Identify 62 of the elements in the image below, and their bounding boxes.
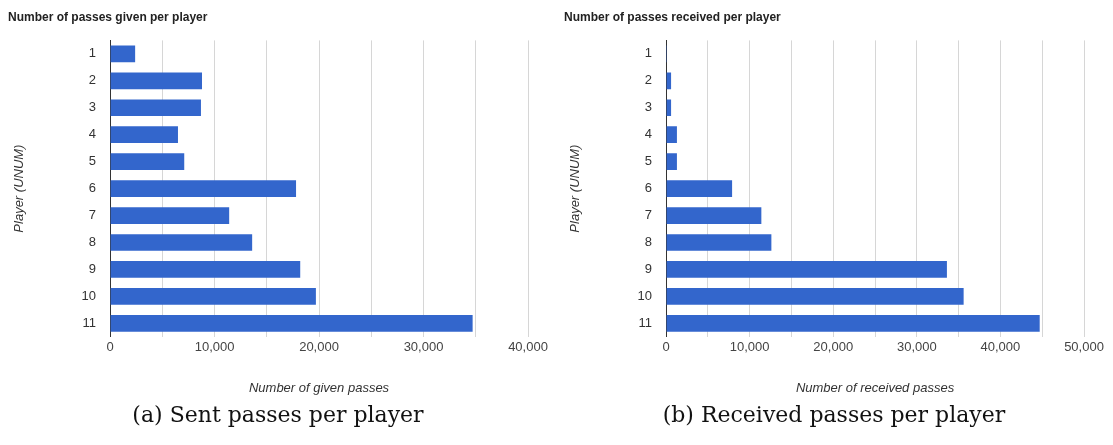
- y-tick-label: 6: [88, 180, 97, 196]
- y-tick-label: 9: [88, 261, 97, 277]
- y-tick-label: 4: [644, 126, 653, 142]
- y-tick-label: 5: [88, 153, 97, 169]
- bar: [110, 180, 297, 197]
- bar: [110, 45, 136, 63]
- x-tick-label: 0: [662, 339, 670, 355]
- x-tick-label: 20,000: [299, 339, 339, 355]
- x-tick-label: 10,000: [729, 339, 770, 355]
- y-tick-label: 9: [644, 261, 653, 277]
- x-tick-label: 40,000: [508, 339, 548, 355]
- y-tick-label: 3: [88, 99, 97, 115]
- chart-title: Number of passes given per player: [8, 9, 208, 24]
- y-tick-label: 8: [88, 234, 97, 250]
- x-tick-label: 10,000: [194, 339, 235, 355]
- y-axis-title: Player (UNUM): [567, 144, 583, 233]
- x-tick-label: 50,000: [1064, 339, 1104, 355]
- x-tick-label: 30,000: [896, 339, 937, 355]
- y-tick-label: 3: [644, 99, 653, 115]
- bar: [110, 261, 301, 278]
- y-tick-label: 8: [644, 234, 653, 250]
- bar: [666, 180, 733, 197]
- y-tick-label: 2: [88, 72, 97, 88]
- x-tick-label: 40,000: [980, 339, 1021, 355]
- text: (a) Sent passes per player: [131, 402, 425, 427]
- y-tick-label: 1: [644, 45, 653, 61]
- bar: [110, 126, 178, 144]
- bar: [666, 234, 772, 251]
- bar: [666, 126, 677, 144]
- bar: [110, 314, 473, 332]
- bar: [666, 314, 1040, 332]
- x-axis-title: Number of given passes: [248, 379, 390, 395]
- bar: [110, 234, 253, 251]
- y-axis-title: Player (UNUM): [11, 144, 27, 233]
- y-tick-label: 7: [644, 207, 653, 223]
- bar: [110, 288, 316, 305]
- y-tick-label: 10: [637, 287, 653, 303]
- y-tick-label: 1: [88, 45, 97, 61]
- bar: [666, 207, 762, 224]
- bar: [666, 288, 964, 305]
- x-tick-label: 30,000: [403, 339, 444, 355]
- bar: [666, 261, 947, 278]
- bar: [110, 72, 203, 90]
- y-tick-label: 11: [82, 314, 97, 330]
- bar: [110, 207, 230, 224]
- x-tick-label: 20,000: [813, 339, 854, 355]
- bar: [666, 72, 672, 90]
- bar: [110, 153, 185, 171]
- bar: [666, 153, 677, 171]
- y-tick-label: 6: [644, 180, 653, 196]
- y-tick-label: 4: [88, 126, 97, 142]
- y-tick-label: 2: [644, 72, 653, 88]
- text: (b) Received passes per player: [661, 402, 1007, 427]
- x-tick-label: 0: [106, 339, 114, 355]
- y-tick-label: 11: [638, 314, 653, 330]
- bar: [666, 99, 672, 117]
- bar: [110, 99, 201, 117]
- chart-title: Number of passes received per player: [564, 9, 782, 24]
- y-tick-label: 5: [644, 153, 653, 169]
- y-tick-label: 10: [81, 287, 97, 303]
- y-tick-label: 7: [88, 207, 97, 223]
- x-axis-title: Number of received passes: [795, 379, 955, 395]
